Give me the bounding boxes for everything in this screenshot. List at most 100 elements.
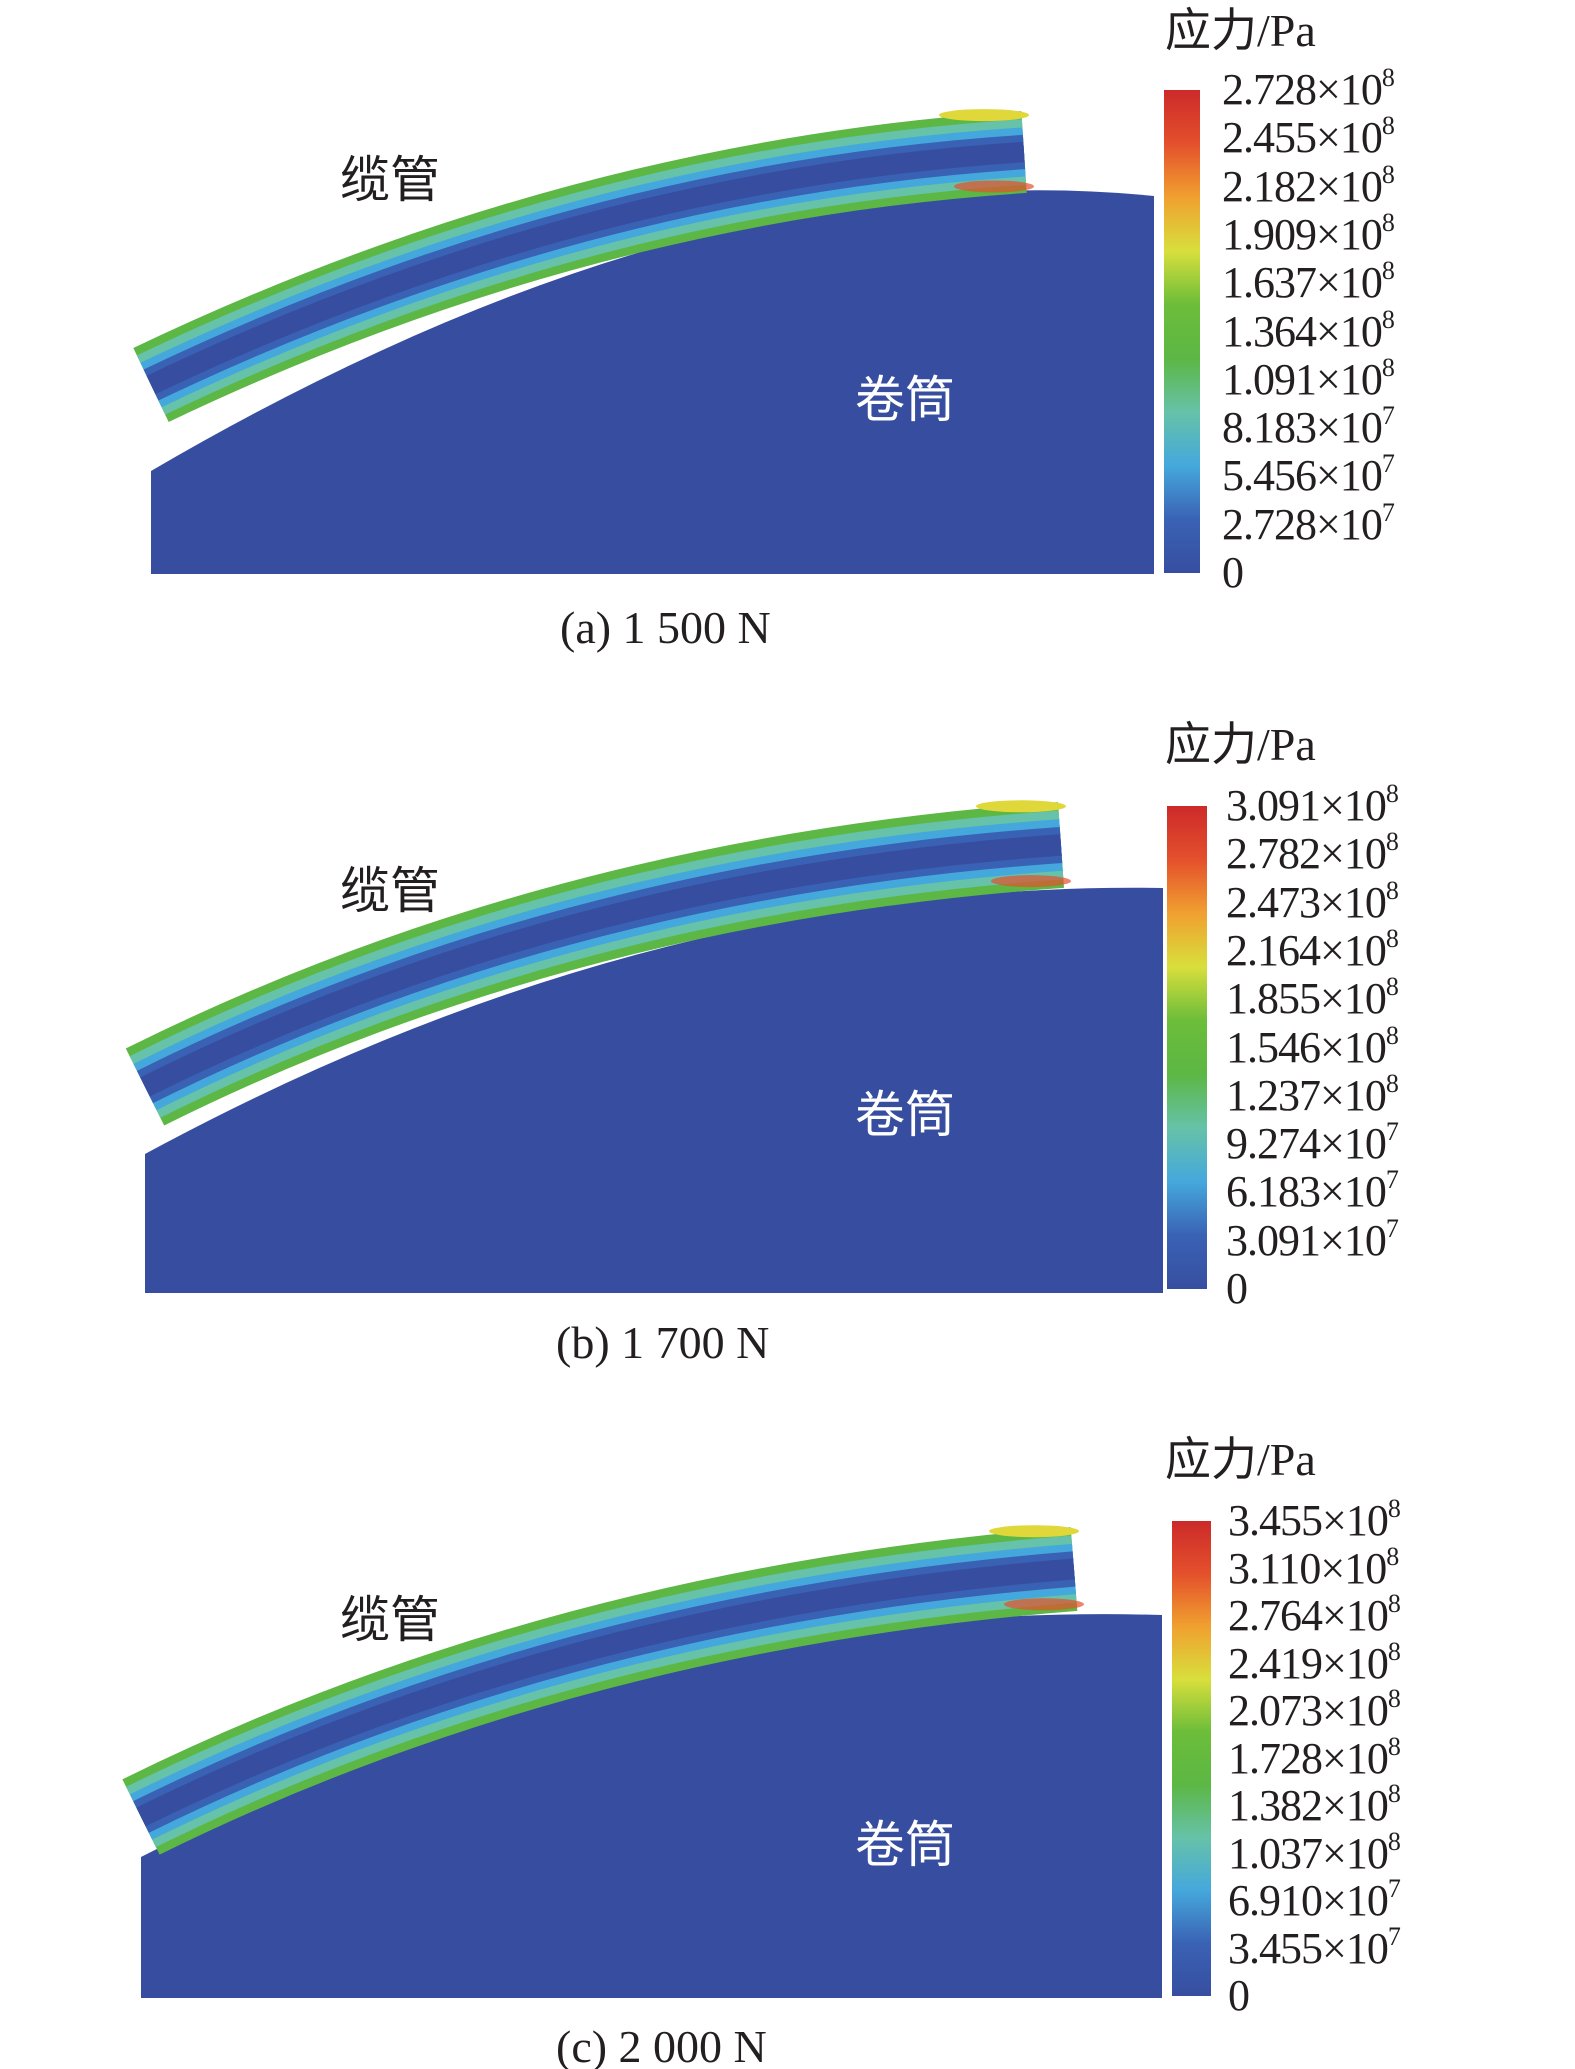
legend-tick-label: 2.782×108	[1226, 829, 1399, 879]
legend-tick-label: 6.910×107	[1228, 1876, 1401, 1925]
tick-mantissa: 2.473	[1226, 877, 1321, 927]
tick-times-ten: ×10	[1322, 1733, 1389, 1783]
tick-times-ten: ×10	[1322, 1923, 1389, 1973]
tick-mantissa: 1.091	[1222, 354, 1317, 404]
tick-mantissa: 2.455	[1222, 113, 1317, 163]
tick-exponent: 8	[1385, 1020, 1399, 1050]
colorbar	[1164, 90, 1200, 573]
tick-mantissa: 8.183	[1222, 403, 1317, 453]
tick-mantissa: 2.764	[1228, 1591, 1323, 1640]
tick-mantissa: 1.037	[1228, 1828, 1323, 1878]
tick-exponent: 8	[1385, 1068, 1399, 1098]
legend-tick-label: 1.382×108	[1228, 1781, 1401, 1830]
tick-mantissa: 9.274	[1226, 1119, 1321, 1169]
tick-exponent: 8	[1385, 827, 1399, 857]
tick-exponent: 7	[1381, 449, 1395, 479]
tick-times-ten: ×10	[1322, 1591, 1389, 1640]
tick-exponent: 8	[1381, 159, 1395, 189]
legend-title: 应力/Pa	[1165, 5, 1316, 56]
legend-tick-label: 2.182×108	[1222, 161, 1395, 211]
hotspot-top	[939, 109, 1029, 122]
tick-times-ten: ×10	[1320, 1022, 1387, 1072]
tick-times-ten: ×10	[1320, 1070, 1387, 1120]
tick-exponent: 8	[1385, 779, 1399, 808]
cable-label: 缆管	[340, 152, 440, 208]
legend-tick-label: 1.546×108	[1226, 1022, 1399, 1072]
panel-caption: (b) 1 700 N	[556, 1317, 770, 1368]
tick-exponent: 8	[1385, 923, 1399, 953]
legend-tick-label: 5.456×107	[1222, 451, 1395, 501]
tick-times-ten: ×10	[1316, 306, 1383, 356]
drum-label: 卷筒	[855, 1817, 955, 1873]
legend-tick-label: 3.455×107	[1228, 1923, 1401, 1973]
tick-mantissa: 3.091	[1226, 781, 1321, 830]
legend-tick-label: 2.073×108	[1228, 1686, 1401, 1735]
tick-exponent: 8	[1381, 304, 1395, 334]
tick-times-ten: ×10	[1322, 1781, 1389, 1830]
tick-mantissa: 1.382	[1228, 1781, 1323, 1830]
tick-exponent: 8	[1385, 972, 1399, 1002]
legend-tick-label: 1.037×108	[1228, 1828, 1401, 1878]
legend-tick-label: 1.637×108	[1222, 258, 1395, 308]
drum-label: 卷筒	[855, 372, 955, 428]
legend-tick-label: 2.419×108	[1228, 1638, 1401, 1688]
tick-mantissa: 0	[1222, 548, 1244, 597]
tick-times-ten: ×10	[1320, 1215, 1387, 1265]
tick-exponent: 7	[1381, 497, 1395, 527]
tick-mantissa: 5.456	[1222, 451, 1317, 501]
legend-tick-label: 1.091×108	[1222, 354, 1395, 404]
panel-c	[122, 1521, 1211, 1998]
tick-mantissa: 0	[1228, 1971, 1250, 2020]
tick-exponent: 7	[1385, 1117, 1399, 1147]
legend-tick-label: 3.091×107	[1226, 1215, 1399, 1265]
legend-tick-label: 2.473×108	[1226, 877, 1399, 927]
panel-a	[133, 90, 1200, 574]
legend-tick-label: 1.364×108	[1222, 306, 1395, 356]
tick-exponent: 8	[1387, 1731, 1401, 1761]
drum-body	[145, 887, 1163, 1293]
legend-tick-label: 0	[1228, 1971, 1250, 2020]
drum-label: 卷筒	[855, 1087, 955, 1143]
tick-mantissa: 3.455	[1228, 1496, 1323, 1545]
panel-caption: (a) 1 500 N	[560, 602, 771, 653]
legend-tick-label: 3.091×108	[1226, 781, 1399, 830]
tick-mantissa: 1.855	[1226, 974, 1321, 1024]
legend-title: 应力/Pa	[1165, 719, 1316, 770]
panel-b	[125, 800, 1207, 1293]
tick-times-ten: ×10	[1316, 499, 1383, 549]
legend-tick-label: 6.183×107	[1226, 1167, 1399, 1217]
legend-tick-label: 0	[1226, 1264, 1248, 1313]
tick-mantissa: 6.910	[1228, 1876, 1323, 1925]
tick-times-ten: ×10	[1316, 161, 1383, 211]
tick-times-ten: ×10	[1316, 209, 1383, 259]
legend-title: 应力/Pa	[1165, 1434, 1316, 1485]
hotspot-bottom	[954, 180, 1034, 193]
legend-tick-label: 1.855×108	[1226, 974, 1399, 1024]
tick-mantissa: 2.419	[1228, 1638, 1323, 1688]
tick-exponent: 7	[1387, 1921, 1401, 1951]
legend-tick-label: 1.909×108	[1222, 209, 1395, 259]
cable-pipe	[133, 111, 1027, 422]
drum-body	[151, 190, 1154, 574]
tick-times-ten: ×10	[1320, 829, 1387, 879]
tick-mantissa: 1.909	[1222, 209, 1317, 259]
tick-mantissa: 0	[1226, 1264, 1248, 1313]
legend-tick-label: 3.455×108	[1228, 1496, 1401, 1545]
colorbar	[1167, 806, 1207, 1289]
tick-times-ten: ×10	[1322, 1638, 1389, 1688]
tick-times-ten: ×10	[1322, 1496, 1389, 1545]
tick-times-ten: ×10	[1320, 1167, 1387, 1217]
tick-times-ten: ×10	[1316, 258, 1383, 308]
tick-mantissa: 3.091	[1226, 1215, 1321, 1265]
tick-exponent: 7	[1385, 1213, 1399, 1243]
tick-exponent: 8	[1386, 1541, 1399, 1571]
cable-pipe	[122, 1527, 1078, 1855]
tick-times-ten: ×10	[1316, 451, 1383, 501]
tick-mantissa: 2.782	[1226, 829, 1321, 879]
tick-mantissa: 2.073	[1228, 1686, 1323, 1735]
hotspot-bottom	[1004, 1598, 1084, 1611]
tick-mantissa: 1.237	[1226, 1070, 1321, 1120]
tick-exponent: 8	[1381, 256, 1395, 286]
legend-tick-label: 2.728×108	[1222, 65, 1395, 112]
